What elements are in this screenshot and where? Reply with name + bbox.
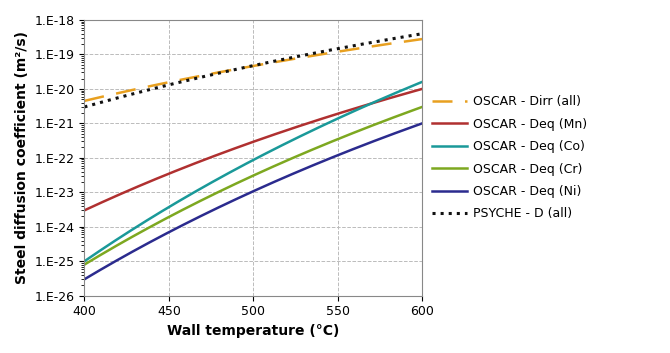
Y-axis label: Steel diffusion coefficient (m²/s): Steel diffusion coefficient (m²/s) xyxy=(15,31,29,285)
OSCAR - Deq (Mn) xyxy=(357,104,365,109)
PSYCHE - D (all) xyxy=(80,105,88,109)
Line: PSYCHE - D (all): PSYCHE - D (all) xyxy=(84,34,422,107)
Line: OSCAR - Deq (Mn): OSCAR - Deq (Mn) xyxy=(84,89,422,210)
OSCAR - Deq (Mn) xyxy=(281,128,289,133)
OSCAR - Deq (Ni) xyxy=(241,193,249,197)
Line: OSCAR - Dirr (all): OSCAR - Dirr (all) xyxy=(84,39,422,101)
PSYCHE - D (all) xyxy=(241,65,249,70)
OSCAR - Deq (Co) xyxy=(241,162,249,167)
OSCAR - Deq (Cr) xyxy=(241,177,249,181)
OSCAR - Deq (Co) xyxy=(263,151,271,155)
Line: OSCAR - Deq (Co): OSCAR - Deq (Co) xyxy=(84,82,422,261)
Line: OSCAR - Deq (Cr): OSCAR - Deq (Cr) xyxy=(84,107,422,265)
PSYCHE - D (all) xyxy=(263,61,271,65)
Legend: OSCAR - Dirr (all), OSCAR - Deq (Mn), OSCAR - Deq (Co), OSCAR - Deq (Cr), OSCAR : OSCAR - Dirr (all), OSCAR - Deq (Mn), OS… xyxy=(431,95,587,220)
OSCAR - Dirr (all) xyxy=(243,65,251,69)
OSCAR - Dirr (all) xyxy=(410,38,418,42)
OSCAR - Deq (Cr) xyxy=(263,167,271,172)
OSCAR - Deq (Cr) xyxy=(80,263,88,267)
OSCAR - Deq (Co) xyxy=(357,106,365,110)
OSCAR - Deq (Mn) xyxy=(80,208,88,213)
OSCAR - Deq (Cr) xyxy=(281,159,289,163)
OSCAR - Deq (Cr) xyxy=(418,105,426,109)
PSYCHE - D (all) xyxy=(418,32,426,36)
OSCAR - Deq (Mn) xyxy=(241,143,249,147)
Line: OSCAR - Deq (Ni): OSCAR - Deq (Ni) xyxy=(84,124,422,279)
OSCAR - Deq (Mn) xyxy=(410,89,418,93)
OSCAR - Deq (Co) xyxy=(418,80,426,84)
OSCAR - Deq (Mn) xyxy=(263,135,271,139)
OSCAR - Deq (Cr) xyxy=(243,176,251,181)
PSYCHE - D (all) xyxy=(281,57,289,61)
OSCAR - Deq (Ni) xyxy=(243,192,251,196)
PSYCHE - D (all) xyxy=(243,65,251,69)
OSCAR - Dirr (all) xyxy=(281,58,289,62)
PSYCHE - D (all) xyxy=(357,42,365,47)
OSCAR - Deq (Ni) xyxy=(281,175,289,179)
OSCAR - Deq (Ni) xyxy=(418,121,426,126)
OSCAR - Deq (Co) xyxy=(243,161,251,166)
OSCAR - Deq (Co) xyxy=(281,142,289,146)
OSCAR - Deq (Ni) xyxy=(410,124,418,128)
OSCAR - Dirr (all) xyxy=(418,37,426,41)
OSCAR - Dirr (all) xyxy=(357,46,365,50)
OSCAR - Deq (Co) xyxy=(410,83,418,87)
OSCAR - Deq (Mn) xyxy=(418,87,426,91)
OSCAR - Deq (Cr) xyxy=(410,108,418,112)
OSCAR - Deq (Ni) xyxy=(80,277,88,281)
X-axis label: Wall temperature (°C): Wall temperature (°C) xyxy=(167,324,340,338)
OSCAR - Deq (Co) xyxy=(80,259,88,263)
OSCAR - Deq (Cr) xyxy=(357,128,365,132)
OSCAR - Dirr (all) xyxy=(263,61,271,66)
PSYCHE - D (all) xyxy=(410,33,418,37)
OSCAR - Deq (Ni) xyxy=(263,183,271,187)
OSCAR - Deq (Mn) xyxy=(243,142,251,146)
OSCAR - Dirr (all) xyxy=(80,99,88,103)
OSCAR - Dirr (all) xyxy=(241,65,249,70)
OSCAR - Deq (Ni) xyxy=(357,144,365,148)
